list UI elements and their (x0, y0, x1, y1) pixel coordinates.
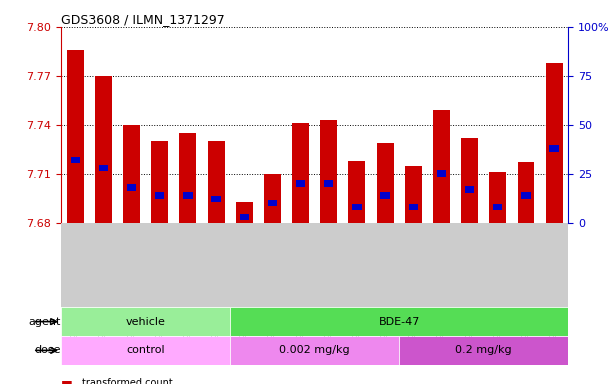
Bar (489, 172, 507, 223)
Bar (211, 196, 221, 202)
Bar (61, 307, 230, 336)
Bar (236, 202, 253, 223)
Bar (292, 123, 309, 223)
Bar (240, 214, 249, 220)
Bar (320, 120, 337, 223)
Bar (123, 125, 140, 223)
Bar (399, 336, 568, 365)
Bar (461, 138, 478, 223)
Bar (180, 133, 196, 223)
Bar (67, 50, 84, 223)
Text: ■: ■ (61, 378, 73, 384)
Text: 0.2 mg/kg: 0.2 mg/kg (455, 345, 512, 356)
Text: BDE-47: BDE-47 (378, 316, 420, 327)
Bar (348, 161, 365, 223)
Bar (296, 180, 306, 187)
Text: transformed count: transformed count (82, 378, 174, 384)
Bar (264, 174, 281, 223)
Bar (99, 165, 108, 171)
Bar (493, 204, 502, 210)
Bar (230, 307, 568, 336)
Bar (95, 76, 112, 223)
Text: vehicle: vehicle (126, 316, 166, 327)
Bar (208, 141, 224, 223)
Bar (409, 204, 418, 210)
Bar (155, 192, 164, 199)
Bar (353, 204, 362, 210)
Bar (127, 184, 136, 191)
Text: control: control (126, 345, 165, 356)
Bar (381, 192, 390, 199)
Bar (546, 63, 563, 223)
Bar (324, 180, 334, 187)
Bar (433, 110, 450, 223)
Bar (183, 192, 192, 199)
Text: GDS3608 / ILMN_1371297: GDS3608 / ILMN_1371297 (61, 13, 225, 26)
Bar (521, 192, 530, 199)
Bar (518, 162, 535, 223)
Bar (405, 166, 422, 223)
Bar (152, 141, 168, 223)
Text: agent: agent (29, 316, 61, 327)
Bar (437, 170, 446, 177)
Bar (376, 143, 393, 223)
Bar (230, 336, 399, 365)
Bar (61, 336, 230, 365)
Bar (268, 200, 277, 206)
Text: dose: dose (35, 345, 61, 356)
Bar (70, 157, 80, 163)
Text: 0.002 mg/kg: 0.002 mg/kg (279, 345, 350, 356)
Bar (465, 186, 474, 193)
Bar (549, 145, 559, 152)
